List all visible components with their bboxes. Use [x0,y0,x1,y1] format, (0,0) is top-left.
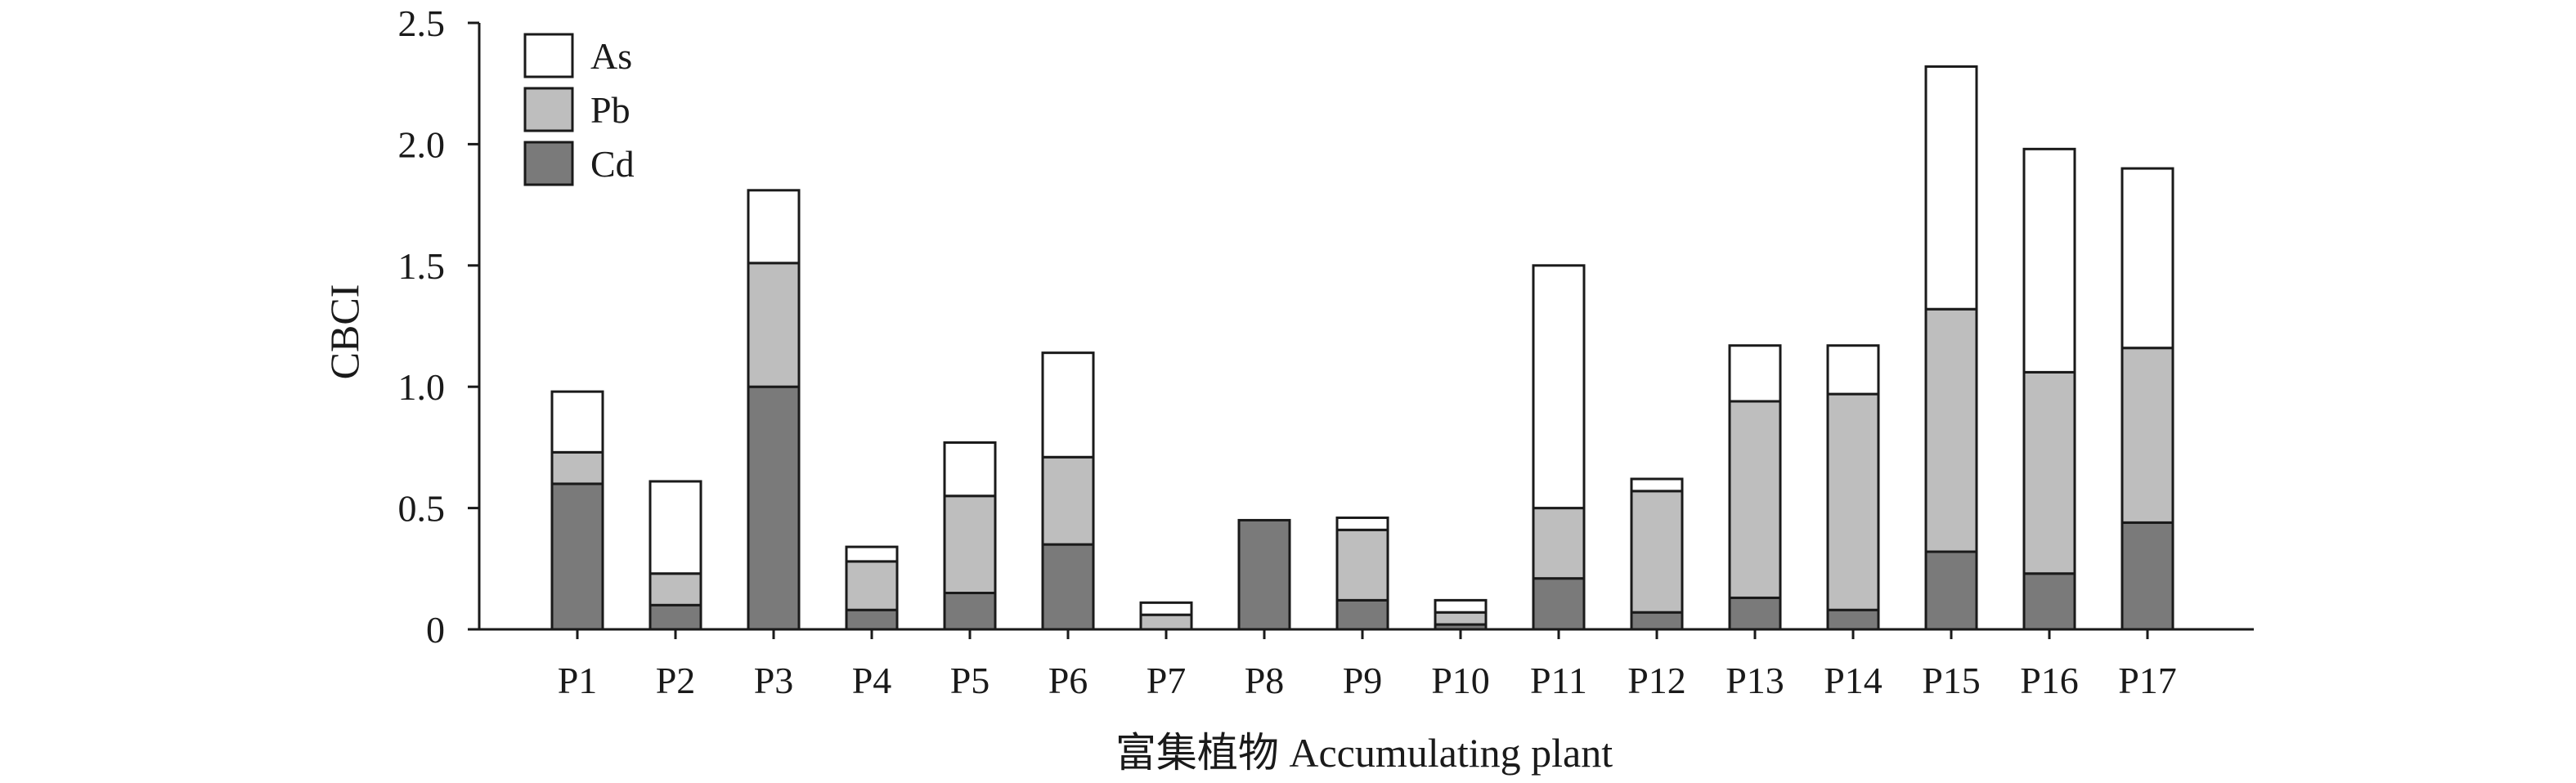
legend-swatch-pb [523,87,574,132]
bar-P12-pb [1630,490,1684,614]
x-tick-label: P15 [1922,660,1981,701]
y-tick-label: 2.5 [398,2,446,44]
bar-P3-pb [747,262,801,388]
bar-P2-cd [648,603,702,631]
bar-P6-as [1041,351,1095,459]
bar-P4-cd [845,608,899,631]
bar-P14-pb [1826,392,1880,611]
x-axis-label: 富集植物 Accumulating plant [1115,730,1613,776]
x-tick-label: P4 [852,660,892,701]
x-tick-label: P6 [1048,660,1088,701]
bar-P5-as [943,441,997,498]
x-tick-label: P12 [1627,660,1686,701]
bar-P9-cd [1335,598,1389,631]
bar-P2-as [648,480,702,575]
bar-P12-cd [1630,611,1684,631]
x-tick-label: P13 [1726,660,1784,701]
x-tick-label: P17 [2118,660,2177,701]
bar-P15-pb [1924,307,1978,553]
bars-layer [550,65,2174,631]
bar-P2-pb [648,572,702,606]
bar-P15-cd [1924,550,1978,631]
bar-P17-pb [2120,347,2174,524]
bar-P3-cd [747,385,801,631]
bar-P15-as [1924,65,1978,311]
bar-P13-as [1728,344,1782,403]
bar-P10-as [1434,598,1488,614]
ticks-layer: P1 P2 P3 P4 P5 P6 P7 P8 P9 P10 P11 P12 P13 P14 P15 P16 P… [398,2,2177,701]
bar-P7-pb [1139,613,1193,631]
y-tick-label: 1.0 [398,366,446,408]
bar-P6-cd [1041,543,1095,631]
y-tick-label: 2.0 [398,123,446,165]
bar-P10-pb [1434,611,1488,626]
x-tick-label: P7 [1147,660,1187,701]
bar-P16-as [2022,147,2076,374]
legend-swatch-cd [523,141,574,186]
bar-P1-as [550,390,604,454]
bar-P5-pb [943,494,997,594]
x-tick-label: P10 [1431,660,1490,701]
legend-label-pb: Pb [590,89,631,131]
y-tick-label: 1.5 [398,245,446,287]
x-tick-label: P5 [950,660,990,701]
bar-P8-cd [1237,518,1291,631]
bar-P1-pb [550,450,604,485]
axes-layer [478,23,2254,631]
x-tick-label: P8 [1245,660,1285,701]
bar-P1-cd [550,482,604,631]
x-tick-label: P3 [754,660,794,701]
bar-P17-cd [2120,521,2174,631]
y-tick-label: 0 [426,609,445,651]
bar-P6-pb [1041,455,1095,546]
legend-label-cd: Cd [590,143,635,185]
x-tick-label: P2 [656,660,696,701]
bar-P16-pb [2022,370,2076,575]
bar-P12-as [1630,477,1684,493]
bar-P5-cd [943,591,997,631]
bar-P4-as [845,545,899,563]
bar-P16-cd [2022,572,2076,631]
y-tick-label: 0.5 [398,488,446,530]
bar-P9-as [1335,516,1389,531]
y-axis-label: CBCI [321,284,367,380]
bar-P11-cd [1532,577,1586,631]
x-tick-label: P16 [2020,660,2079,701]
bar-P11-as [1532,264,1586,510]
bar-P9-pb [1335,528,1389,602]
bar-P13-cd [1728,596,1782,631]
x-tick-label: P11 [1530,660,1587,701]
legend-swatch-as [523,33,574,78]
legend: As Pb Cd [523,33,635,186]
bar-P14-cd [1826,608,1880,631]
bar-P17-as [2120,167,2174,350]
bar-P4-pb [845,560,899,611]
bar-P7-as [1139,601,1193,616]
x-tick-label: P9 [1343,660,1383,701]
bar-P14-as [1826,344,1880,396]
legend-label-as: As [590,35,632,77]
bar-P3-as [747,189,801,265]
x-tick-label: P1 [558,660,598,701]
bar-P11-pb [1532,507,1586,580]
bar-P13-pb [1728,400,1782,599]
x-tick-label: P14 [1824,660,1883,701]
